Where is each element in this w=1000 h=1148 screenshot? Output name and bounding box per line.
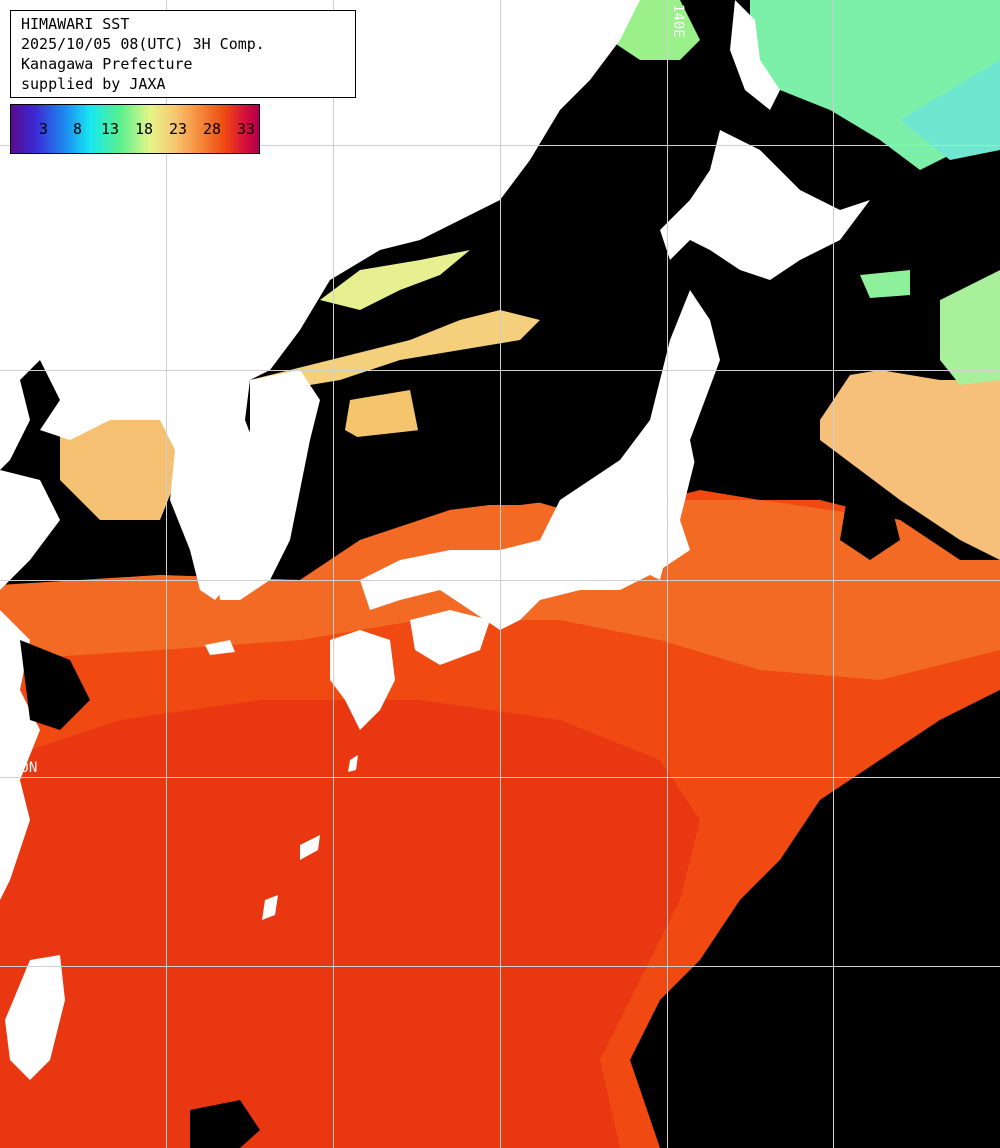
cloud-masked-areas	[20, 110, 1000, 1148]
east-pacific-green-sea	[940, 270, 1000, 385]
header-label-box: HIMAWARI SST 2025/10/05 08(UTC) 3H Comp.…	[10, 10, 356, 98]
ryukyu-islands	[262, 755, 358, 920]
boso-peninsula	[640, 560, 665, 580]
sakhalin-sea-cyan	[900, 60, 1000, 160]
china-south-coast	[0, 610, 40, 900]
product-title: HIMAWARI SST	[21, 15, 130, 33]
cloud-pacific-east	[640, 690, 1000, 1148]
korean-peninsula	[215, 370, 320, 600]
colorbar-tick: 8	[73, 120, 83, 138]
hot-sea-core	[0, 700, 700, 1148]
cloud-sea-of-japan	[310, 430, 560, 540]
lat-label-40n: 40N	[12, 352, 38, 368]
honshu	[360, 290, 720, 630]
east-pacific-pale-sea	[820, 370, 1000, 560]
sakhalin	[730, 0, 780, 110]
colorbar-tick: 23	[169, 120, 188, 138]
cloud-off-honshu	[690, 320, 860, 490]
taiwan	[5, 955, 65, 1080]
prefecture-name: Kanagawa Prefecture	[21, 55, 193, 73]
observation-time: 2025/10/05 08(UTC) 3H Comp.	[21, 35, 265, 53]
supplier-credit: supplied by JAXA	[21, 75, 166, 93]
colorbar-tick: 13	[101, 120, 120, 138]
colorbar-tick: 33	[237, 120, 256, 138]
china-coast	[0, 470, 60, 590]
colorbar-tick: 28	[203, 120, 222, 138]
colorbar-tick: 18	[135, 120, 154, 138]
hokkaido	[660, 130, 870, 280]
cloud-south-patch	[190, 1100, 260, 1148]
cloud-okhotsk	[780, 110, 900, 200]
lat-label-30n: 30N	[12, 760, 38, 776]
lon-label-140e: 140E	[670, 4, 686, 38]
shikoku	[410, 610, 490, 665]
cloud-north-pacific	[870, 150, 1000, 300]
temperature-colorbar: 3 8 13 18 23 28 33	[10, 104, 260, 154]
colorbar-tick: 3	[39, 120, 49, 138]
cloud-east-pacific-north	[840, 480, 900, 560]
jeju-island	[205, 640, 235, 655]
cloud-east-china-sea	[20, 640, 90, 730]
sea-of-japan-yellow	[320, 250, 470, 310]
kyushu	[330, 630, 395, 730]
hokkaido-east-green	[860, 270, 910, 298]
